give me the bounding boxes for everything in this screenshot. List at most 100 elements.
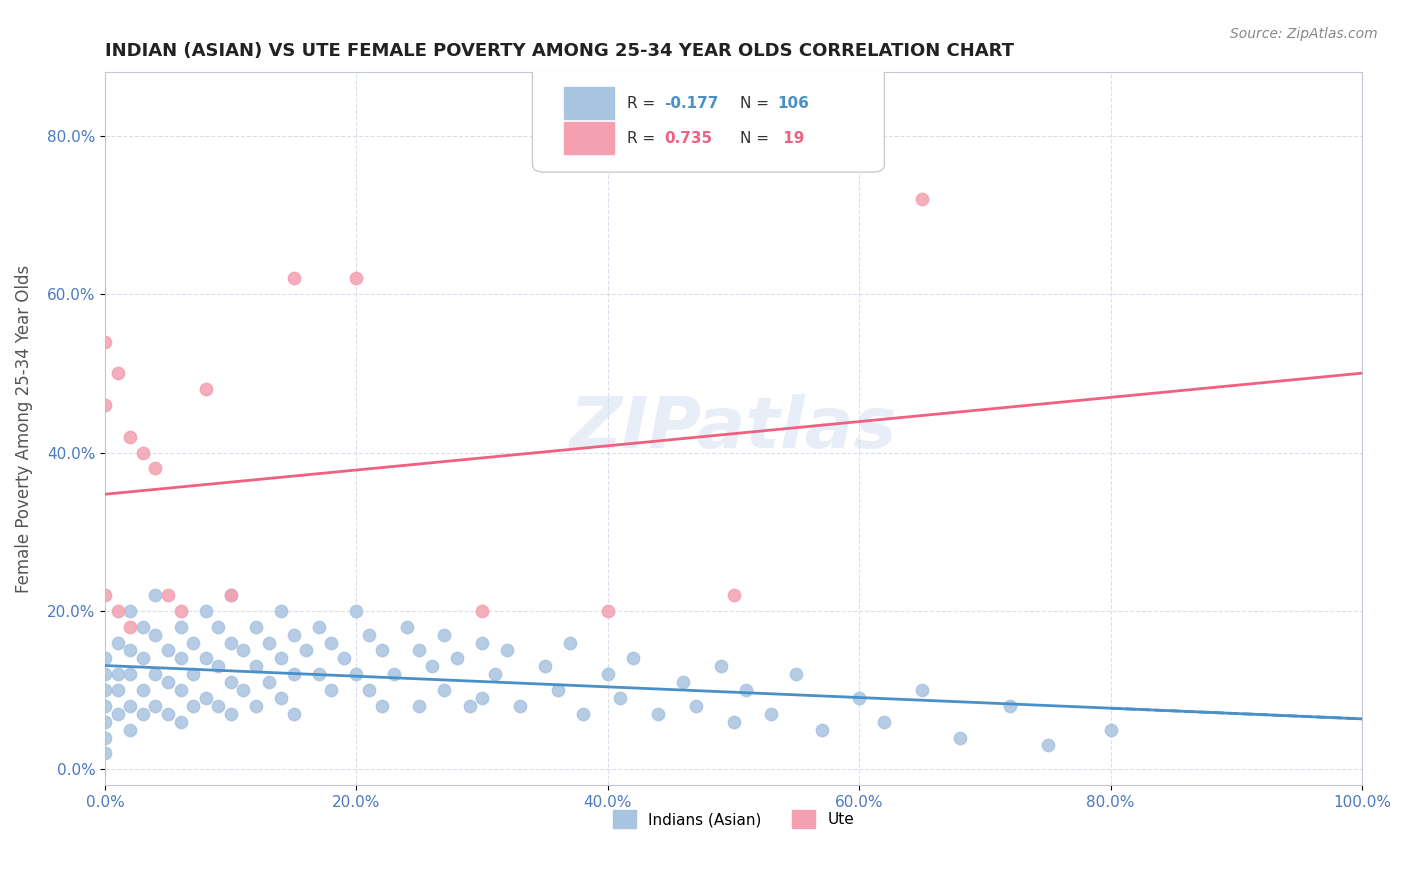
Indians (Asian) — [107, 706, 129, 721]
Indians (Asian) — [232, 683, 254, 698]
Indians (Asian) — [94, 651, 117, 665]
Ute — [94, 334, 117, 349]
Indians (Asian) — [169, 620, 191, 634]
Text: 19: 19 — [778, 131, 804, 146]
Indians (Asian) — [357, 627, 380, 641]
Indians (Asian) — [145, 588, 167, 602]
Ute — [120, 430, 142, 444]
Ute — [145, 461, 167, 475]
Indians (Asian) — [433, 627, 456, 641]
Indians (Asian) — [232, 643, 254, 657]
Indians (Asian) — [94, 714, 117, 729]
Indians (Asian) — [194, 690, 217, 705]
Indians (Asian) — [270, 690, 292, 705]
Indians (Asian) — [321, 635, 343, 649]
Indians (Asian) — [848, 690, 870, 705]
Ute — [283, 271, 305, 285]
Indians (Asian) — [949, 731, 972, 745]
Indians (Asian) — [107, 635, 129, 649]
Indians (Asian) — [346, 604, 368, 618]
Text: INDIAN (ASIAN) VS UTE FEMALE POVERTY AMONG 25-34 YEAR OLDS CORRELATION CHART: INDIAN (ASIAN) VS UTE FEMALE POVERTY AMO… — [105, 42, 1014, 60]
Indians (Asian) — [433, 683, 456, 698]
Indians (Asian) — [420, 659, 443, 673]
Indians (Asian) — [194, 651, 217, 665]
Indians (Asian) — [621, 651, 644, 665]
Ute — [132, 445, 155, 459]
Indians (Asian) — [94, 698, 117, 713]
Ute — [471, 604, 494, 618]
Text: R =: R = — [627, 95, 659, 111]
Indians (Asian) — [207, 698, 229, 713]
Indians (Asian) — [120, 604, 142, 618]
Indians (Asian) — [446, 651, 468, 665]
Indians (Asian) — [408, 643, 430, 657]
Indians (Asian) — [219, 675, 242, 690]
Indians (Asian) — [219, 588, 242, 602]
Text: N =: N = — [740, 131, 773, 146]
Indians (Asian) — [509, 698, 531, 713]
Indians (Asian) — [723, 714, 745, 729]
Ute — [723, 588, 745, 602]
Indians (Asian) — [145, 627, 167, 641]
Indians (Asian) — [132, 620, 155, 634]
Indians (Asian) — [120, 667, 142, 681]
Indians (Asian) — [370, 643, 392, 657]
Indians (Asian) — [283, 667, 305, 681]
Indians (Asian) — [685, 698, 707, 713]
Indians (Asian) — [484, 667, 506, 681]
Indians (Asian) — [308, 620, 330, 634]
Indians (Asian) — [785, 667, 807, 681]
Text: R =: R = — [627, 131, 659, 146]
Text: 0.735: 0.735 — [665, 131, 713, 146]
Indians (Asian) — [810, 723, 832, 737]
Indians (Asian) — [283, 627, 305, 641]
Indians (Asian) — [219, 706, 242, 721]
Indians (Asian) — [145, 667, 167, 681]
Indians (Asian) — [257, 675, 280, 690]
Ute — [194, 382, 217, 396]
Indians (Asian) — [194, 604, 217, 618]
Indians (Asian) — [596, 667, 619, 681]
Indians (Asian) — [382, 667, 405, 681]
Legend: Indians (Asian), Ute: Indians (Asian), Ute — [607, 804, 860, 835]
Indians (Asian) — [672, 675, 695, 690]
Indians (Asian) — [156, 706, 179, 721]
Indians (Asian) — [207, 659, 229, 673]
Ute — [94, 588, 117, 602]
Indians (Asian) — [571, 706, 593, 721]
Indians (Asian) — [333, 651, 356, 665]
Indians (Asian) — [647, 706, 669, 721]
Indians (Asian) — [245, 620, 267, 634]
Text: -0.177: -0.177 — [665, 95, 718, 111]
Indians (Asian) — [496, 643, 519, 657]
Text: N =: N = — [740, 95, 773, 111]
Indians (Asian) — [219, 635, 242, 649]
Indians (Asian) — [270, 651, 292, 665]
Ute — [911, 192, 934, 206]
Indians (Asian) — [321, 683, 343, 698]
Indians (Asian) — [911, 683, 934, 698]
Indians (Asian) — [94, 731, 117, 745]
FancyBboxPatch shape — [533, 65, 884, 172]
Indians (Asian) — [245, 659, 267, 673]
Indians (Asian) — [120, 723, 142, 737]
Indians (Asian) — [295, 643, 318, 657]
Indians (Asian) — [156, 643, 179, 657]
Indians (Asian) — [1099, 723, 1122, 737]
Indians (Asian) — [1036, 739, 1059, 753]
Indians (Asian) — [169, 714, 191, 729]
Indians (Asian) — [458, 698, 481, 713]
Indians (Asian) — [534, 659, 557, 673]
Indians (Asian) — [357, 683, 380, 698]
Indians (Asian) — [308, 667, 330, 681]
Indians (Asian) — [471, 635, 494, 649]
Indians (Asian) — [132, 651, 155, 665]
Text: 106: 106 — [778, 95, 810, 111]
Indians (Asian) — [145, 698, 167, 713]
Indians (Asian) — [94, 747, 117, 761]
Indians (Asian) — [181, 698, 204, 713]
Indians (Asian) — [408, 698, 430, 713]
Indians (Asian) — [169, 651, 191, 665]
Ute — [346, 271, 368, 285]
Indians (Asian) — [735, 683, 758, 698]
